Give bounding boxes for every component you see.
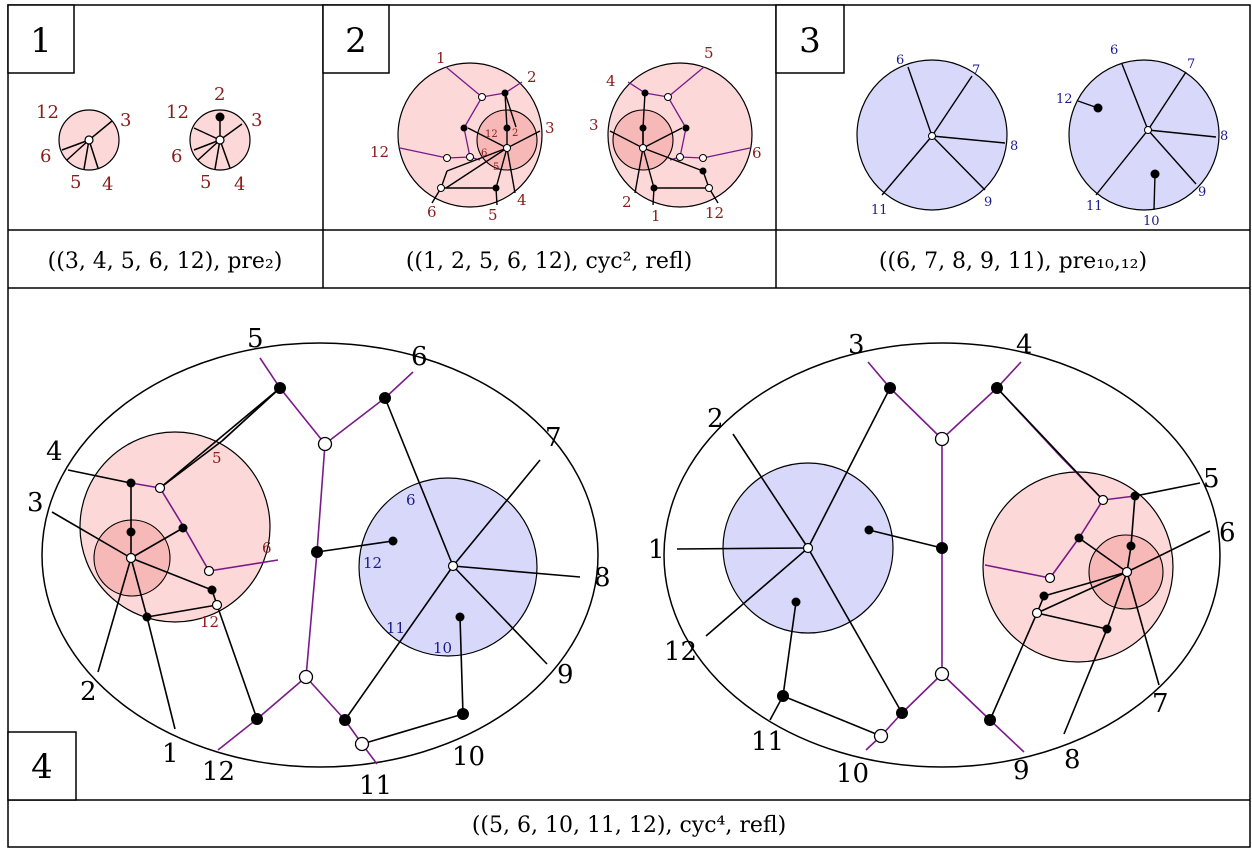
label-12: 12 [1056,92,1073,107]
inner-blue-label-11: 11 [386,619,405,637]
label-11: 11 [871,203,888,218]
label-6: 6 [1219,518,1236,548]
panel-4-caption: ((5, 6, 10, 11, 12), cyc⁴, refl) [472,813,786,838]
inner-blue-label-6: 6 [406,491,416,509]
label-4: 4 [517,191,527,209]
label-12: 12 [705,204,724,222]
label-8: 8 [1010,139,1018,154]
panel-3-number: 3 [799,21,821,61]
label-2: 2 [707,404,724,434]
label-4: 4 [102,174,113,195]
panel-3-diagram-b: 6 7 12 8 9 11 10 [1056,43,1228,229]
label-3: 3 [251,110,262,131]
panel-4-diagram-left: 5 6 4 3 7 8 9 2 1 12 11 10 5 6 12 6 12 1… [27,324,611,801]
label-6: 6 [1110,43,1118,58]
label-5: 5 [200,172,211,193]
label-2: 2 [527,68,537,86]
panel-2-diagram-b: 5 4 3 6 2 1 12 [589,44,762,225]
label-6: 6 [752,144,762,162]
panel-3-diagram-a: 6 7 8 9 11 [856,53,1018,218]
label-5: 5 [704,44,714,62]
label-1: 1 [648,535,665,565]
inner-label-2: 2 [512,128,518,139]
label-11: 11 [359,771,392,801]
inner-red-label-12: 12 [200,613,219,631]
panel-1-diagram-a: 12 3 6 5 4 [36,102,131,195]
panel-2-number: 2 [345,21,367,61]
label-4: 4 [606,72,616,90]
label-1: 1 [436,49,446,67]
panel-1-number: 1 [30,21,52,61]
label-2: 2 [622,193,632,211]
label-3: 3 [27,488,44,518]
label-8: 8 [1064,745,1081,775]
label-2: 2 [214,84,225,105]
label-3: 3 [848,330,865,360]
label-7: 7 [972,63,980,78]
inner-blue-label-12: 12 [363,554,382,572]
label-1: 1 [162,739,179,769]
panel-4-number: 4 [31,747,53,787]
label-12: 12 [370,143,389,161]
label-11: 11 [1086,199,1103,214]
label-5: 5 [247,324,264,354]
label-10: 10 [452,742,485,772]
label-6: 6 [427,203,437,221]
inner-red-label-5: 5 [212,449,222,467]
label-3: 3 [120,110,131,131]
label-8: 8 [594,563,611,593]
inner-label-6: 6 [481,148,487,159]
label-6: 6 [171,146,182,167]
panel-1-caption: ((3, 4, 5, 6, 12), pre₂) [48,249,283,274]
label-5: 5 [70,172,81,193]
label-3: 3 [545,119,555,137]
label-2: 2 [80,677,97,707]
label-4: 4 [234,174,245,195]
label-6: 6 [40,146,51,167]
label-4: 4 [1016,330,1033,360]
label-9: 9 [1013,756,1030,786]
panel-number-boxes [7,4,845,801]
label-1: 1 [651,207,661,225]
label-12: 12 [36,102,59,123]
inner-label-5: 5 [493,162,499,173]
inner-blue-label-10: 10 [433,639,452,657]
label-12: 12 [202,757,235,787]
label-8: 8 [1220,129,1228,144]
label-3: 3 [589,116,599,134]
panel-2-diagram-a: 1 2 3 12 6 5 4 12 2 6 5 [370,49,555,224]
label-9: 9 [557,660,574,690]
label-4: 4 [46,437,63,467]
panel-4-diagram-right: 3 4 2 5 6 1 12 7 11 10 9 8 [648,330,1236,789]
panel-1-diagram-b: 2 12 3 6 5 4 [166,84,262,195]
inner-label-12: 12 [485,129,498,140]
label-10: 10 [836,759,869,789]
label-12: 12 [166,102,189,123]
label-6: 6 [411,342,428,372]
label-5: 5 [488,206,498,224]
label-7: 7 [545,423,562,453]
label-10: 10 [1143,214,1160,229]
label-7: 7 [1187,57,1195,72]
label-9: 9 [1198,185,1206,200]
label-5: 5 [1203,464,1220,494]
label-11: 11 [751,727,784,757]
panel-3-caption: ((6, 7, 8, 9, 11), pre₁₀,₁₂) [879,249,1147,274]
label-12: 12 [664,637,697,667]
label-9: 9 [984,195,992,210]
inner-red-label-6: 6 [262,539,272,557]
panel-2-caption: ((1, 2, 5, 6, 12), cyc², refl) [406,249,692,274]
label-7: 7 [1152,689,1169,719]
label-6: 6 [896,53,904,68]
